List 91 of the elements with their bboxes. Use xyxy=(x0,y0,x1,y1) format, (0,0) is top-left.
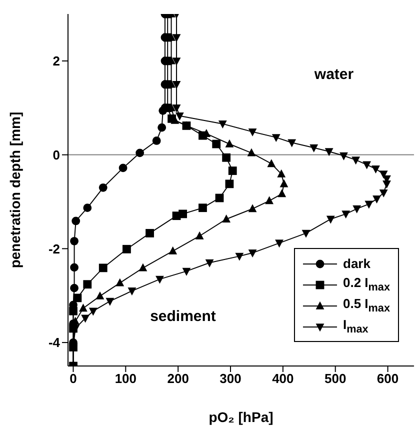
legend-label: I$_{max}$ xyxy=(343,317,368,336)
legend-label: dark xyxy=(343,256,370,271)
point xyxy=(310,144,318,152)
point xyxy=(324,148,334,156)
point xyxy=(198,204,207,212)
point xyxy=(205,259,214,268)
point xyxy=(225,180,234,188)
point xyxy=(222,214,231,222)
point xyxy=(118,164,128,172)
point xyxy=(362,161,372,170)
point xyxy=(175,112,184,120)
point xyxy=(248,250,257,258)
point xyxy=(172,212,181,220)
y-tick-label: 2 xyxy=(52,54,60,69)
point xyxy=(83,280,92,289)
point xyxy=(98,264,108,272)
point xyxy=(69,306,78,316)
point xyxy=(288,139,296,148)
point xyxy=(277,169,286,178)
point xyxy=(352,205,362,214)
point xyxy=(79,304,88,312)
x-tick-label: 600 xyxy=(376,371,399,386)
point xyxy=(247,148,256,156)
x-tick-label: 200 xyxy=(167,371,189,386)
point xyxy=(122,244,131,254)
legend-label: 0.2 I$_{max}$ xyxy=(343,275,390,294)
x-tick-label: 0 xyxy=(70,371,77,386)
point xyxy=(326,216,335,224)
point xyxy=(235,252,244,261)
point xyxy=(218,120,227,128)
point xyxy=(70,284,78,292)
point xyxy=(81,314,90,323)
point xyxy=(72,216,80,226)
point xyxy=(212,140,221,148)
point xyxy=(364,200,374,209)
x-tick-label: 100 xyxy=(114,371,137,386)
x-tick-label: 500 xyxy=(324,371,346,386)
point xyxy=(172,81,181,90)
point xyxy=(98,183,108,192)
point xyxy=(195,231,204,240)
point xyxy=(278,189,286,198)
point xyxy=(302,230,310,238)
point xyxy=(275,240,284,248)
point xyxy=(248,128,257,136)
point xyxy=(352,156,360,165)
x-axis-title: pO₂ [hPa] xyxy=(208,409,274,425)
y-tick-label: -2 xyxy=(48,241,60,256)
point xyxy=(138,263,148,272)
point xyxy=(372,166,380,174)
point xyxy=(172,58,181,66)
point xyxy=(342,210,350,219)
point xyxy=(225,139,234,148)
point xyxy=(152,136,161,145)
point xyxy=(172,34,181,42)
point xyxy=(116,278,124,286)
point xyxy=(83,204,92,212)
point xyxy=(280,179,288,188)
y-tick-label: -4 xyxy=(48,335,61,350)
point xyxy=(70,236,78,246)
legend-label: 0.5 I$_{max}$ xyxy=(343,296,390,315)
y-axis-title: penetration depth [mm] xyxy=(7,112,23,268)
point xyxy=(168,246,178,254)
point xyxy=(379,170,388,179)
point xyxy=(96,291,104,300)
point xyxy=(106,298,114,306)
point xyxy=(215,194,224,202)
point xyxy=(265,196,274,204)
point xyxy=(182,268,191,276)
point xyxy=(272,134,280,142)
point xyxy=(128,288,136,296)
x-tick-label: 400 xyxy=(272,371,294,386)
point xyxy=(158,123,166,132)
x-tick-label: 300 xyxy=(220,371,242,386)
point xyxy=(88,308,98,316)
point xyxy=(172,104,181,112)
point xyxy=(146,228,154,238)
point xyxy=(372,196,381,204)
y-tick-label: 0 xyxy=(52,147,60,162)
point xyxy=(267,159,276,168)
annotation: sediment xyxy=(150,308,216,325)
point xyxy=(70,263,78,272)
point xyxy=(248,204,257,212)
point xyxy=(228,166,237,175)
point xyxy=(340,152,348,160)
point xyxy=(73,294,82,302)
point xyxy=(222,153,231,162)
point xyxy=(136,148,144,158)
annotation: water xyxy=(313,66,354,83)
point xyxy=(156,276,164,284)
point xyxy=(382,180,391,189)
point xyxy=(379,189,388,198)
